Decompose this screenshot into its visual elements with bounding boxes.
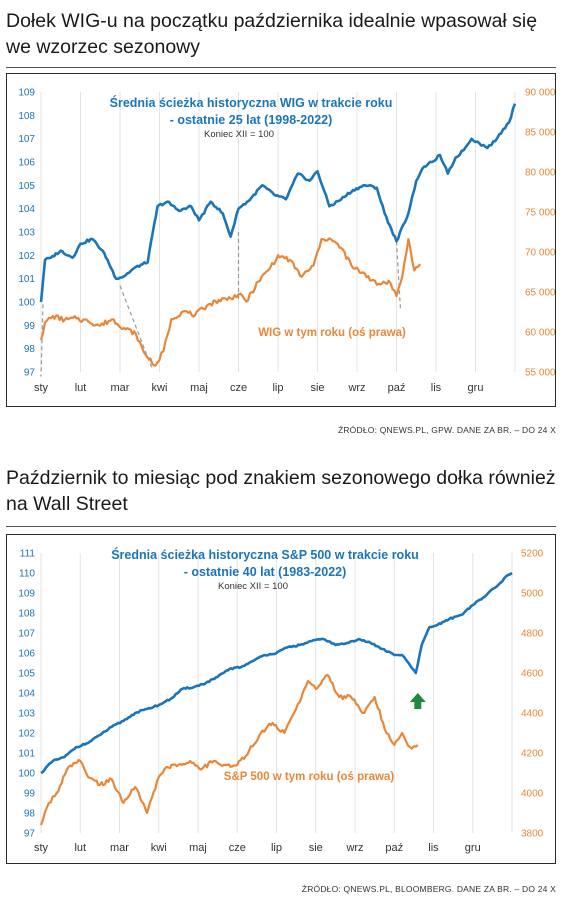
series-line-average-path bbox=[39, 103, 517, 303]
y-left-tick-label: 103 bbox=[18, 228, 35, 239]
headline-rule bbox=[6, 67, 556, 68]
series-annotation: WIG w tym roku (oś prawa) bbox=[258, 327, 406, 339]
x-tick-label: lis bbox=[431, 382, 442, 394]
y-left-tick-label: 103 bbox=[18, 709, 35, 720]
x-tick-label: kwi bbox=[152, 382, 168, 394]
y-left-tick-label: 107 bbox=[18, 629, 35, 640]
y-left-tick-label: 98 bbox=[24, 344, 36, 355]
x-tick-label: lis bbox=[428, 842, 439, 854]
y-right-tick-label: 4400 bbox=[521, 709, 544, 720]
y-left-tick-label: 97 bbox=[24, 829, 36, 840]
x-tick-label: wrz bbox=[345, 842, 363, 854]
source-note-sp500: ŹRÓDŁO: QNEWS.PL, BLOOMBERG. DANE ZA BR.… bbox=[301, 884, 556, 894]
x-tick-label: sty bbox=[34, 382, 49, 394]
x-tick-label: cze bbox=[230, 382, 247, 394]
y-left-tick-label: 105 bbox=[18, 669, 35, 680]
y-right-tick-label: 90 000 bbox=[525, 88, 555, 99]
y-left-tick-label: 104 bbox=[18, 204, 35, 215]
series-line-current-year bbox=[39, 673, 419, 826]
y-left-tick-label: 109 bbox=[18, 589, 35, 600]
y-left-tick-label: 100 bbox=[18, 298, 35, 309]
chart-note: Koniec XII = 100 bbox=[204, 129, 274, 140]
y-left-tick-label: 99 bbox=[24, 321, 36, 332]
y-right-tick-label: 85 000 bbox=[525, 128, 555, 139]
y-right-tick-label: 4600 bbox=[521, 669, 544, 680]
source-note-wig: ŹRÓDŁO: QNEWS.PL, GPW. DANE ZA BR. – DO … bbox=[337, 425, 556, 435]
chart-title: Średnia ścieżka historyczna WIG w trakci… bbox=[110, 95, 393, 110]
y-right-tick-label: 5200 bbox=[521, 549, 544, 560]
x-tick-label: sie bbox=[309, 842, 323, 854]
dashed-connector bbox=[40, 304, 44, 377]
wig-chart: sty lut mar kwi maj cze lip sie wrz paź lis gru 97 98… bbox=[18, 88, 555, 395]
y-left-tick-label: 100 bbox=[18, 769, 35, 780]
y-right-tick-label: 4800 bbox=[521, 629, 544, 640]
headline-sp500: Październik to miesiąc pod znakiem sezon… bbox=[6, 467, 556, 515]
x-tick-label: paź bbox=[388, 382, 406, 394]
x-tick-label: gru bbox=[465, 842, 481, 854]
y-left-tick-label: 106 bbox=[18, 158, 35, 169]
y-left-tick-label: 106 bbox=[18, 649, 35, 660]
y-left-tick-label: 109 bbox=[18, 88, 35, 99]
y-right-tick-label: 5000 bbox=[521, 589, 544, 600]
y-right-tick-label: 4000 bbox=[521, 789, 544, 800]
y-left-tick-label: 105 bbox=[18, 181, 35, 192]
y-left-tick-label: 102 bbox=[18, 251, 35, 262]
y-right-tick-label: 3800 bbox=[521, 829, 544, 840]
series-line-current-year bbox=[39, 237, 422, 367]
y-right-tick-label: 55 000 bbox=[525, 368, 555, 379]
x-tick-label: sie bbox=[310, 382, 324, 394]
y-left-tick-label: 99 bbox=[24, 789, 36, 800]
x-tick-label: mar bbox=[111, 382, 130, 394]
y-left-tick-label: 108 bbox=[18, 111, 35, 122]
x-tick-label: lip bbox=[271, 842, 282, 854]
sp500-chart: sty lut mar kwi maj cze lip sie wrz paź lis gru 97 98… bbox=[18, 547, 544, 854]
y-right-tick-label: 75 000 bbox=[525, 208, 555, 219]
y-left-tick-label: 101 bbox=[18, 274, 35, 285]
y-left-tick-label: 111 bbox=[20, 549, 36, 560]
x-tick-label: kwi bbox=[151, 842, 167, 854]
series-line-average-path bbox=[40, 571, 513, 775]
y-right-tick-label: 80 000 bbox=[525, 168, 555, 179]
x-tick-label: lut bbox=[74, 842, 86, 854]
chart-subtitle: - ostatnie 40 lat (1983-2022) bbox=[184, 565, 347, 579]
y-right-tick-label: 60 000 bbox=[525, 328, 555, 339]
x-tick-label: mar bbox=[110, 842, 129, 854]
y-left-tick-label: 101 bbox=[18, 749, 35, 760]
y-right-tick-label: 65 000 bbox=[525, 288, 555, 299]
y-left-tick-label: 108 bbox=[18, 609, 35, 620]
chart-subtitle: - ostatnie 25 lat (1998-2022) bbox=[170, 113, 333, 127]
series-annotation: S&P 500 w tym roku (oś prawa) bbox=[224, 771, 395, 783]
headline-rule bbox=[6, 526, 556, 527]
x-tick-label: wrz bbox=[347, 382, 365, 394]
chart-frame-sp500: sty lut mar kwi maj cze lip sie wrz paź lis gru 97 98… bbox=[6, 534, 556, 864]
x-tick-label: sty bbox=[34, 842, 49, 854]
dashed-connector bbox=[395, 241, 402, 310]
y-left-tick-label: 102 bbox=[18, 729, 35, 740]
x-tick-label: paź bbox=[385, 842, 403, 854]
y-left-tick-label: 104 bbox=[18, 689, 35, 700]
y-left-tick-label: 97 bbox=[24, 368, 36, 379]
y-right-tick-label: 70 000 bbox=[525, 248, 555, 259]
y-left-tick-label: 107 bbox=[18, 134, 35, 145]
headline-wig: Dołek WIG-u na początku października ide… bbox=[6, 10, 538, 58]
x-tick-label: gru bbox=[468, 382, 484, 394]
trough-arrow-icon bbox=[409, 693, 426, 709]
chart-note: Koniec XII = 100 bbox=[218, 581, 288, 592]
x-tick-label: maj bbox=[190, 382, 208, 394]
y-right-tick-label: 4200 bbox=[521, 749, 544, 760]
x-tick-label: maj bbox=[189, 842, 207, 854]
x-tick-label: cze bbox=[229, 842, 246, 854]
x-tick-label: lut bbox=[75, 382, 87, 394]
x-tick-label: lip bbox=[272, 382, 283, 394]
chart-frame-wig: sty lut mar kwi maj cze lip sie wrz paź lis gru 97 98… bbox=[6, 73, 556, 407]
y-left-tick-label: 98 bbox=[24, 809, 36, 820]
y-left-tick-label: 110 bbox=[19, 569, 35, 580]
chart-title: Średnia ścieżka historyczna S&P 500 w tr… bbox=[111, 547, 419, 562]
